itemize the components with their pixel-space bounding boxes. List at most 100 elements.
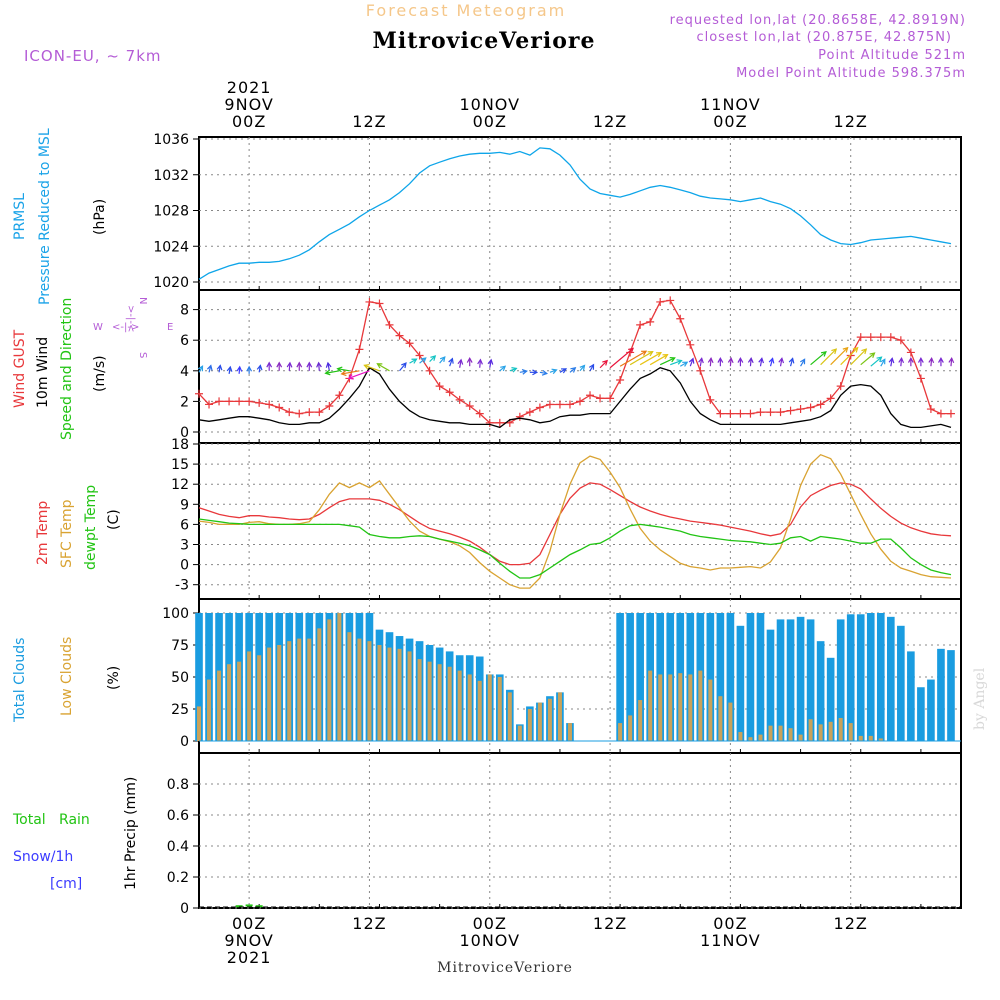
wind-arrow-head (647, 351, 654, 357)
time-label: 10NOV (459, 95, 520, 114)
gust-point (515, 412, 524, 421)
wind-arrow-head (861, 348, 868, 355)
wind-arrow (890, 358, 893, 367)
wind-arrow (639, 352, 662, 366)
low-cloud-bar (838, 717, 843, 741)
low-cloud-bar (547, 698, 552, 741)
gust-point (746, 409, 755, 418)
gust-point (395, 331, 404, 340)
wind-arrow-head (682, 361, 689, 367)
low-cloud-bar (678, 673, 683, 741)
low-cloud-bar (698, 670, 703, 741)
gust-point (926, 405, 935, 414)
wind-arrow-head (457, 358, 464, 365)
wind-arrow-head (551, 368, 558, 375)
wind-arrow (327, 362, 330, 371)
gust-point (275, 403, 284, 412)
y-tick-label: 0 (180, 425, 189, 441)
gust-point (786, 406, 795, 415)
ms-unit: (m/s) (92, 355, 108, 392)
wind-arrow (729, 358, 732, 367)
low-cloud-bar (788, 728, 793, 741)
wind-arrow-head (799, 358, 806, 365)
wind-arrow (449, 358, 453, 367)
wind-arrow (689, 358, 694, 367)
wind-arrow-head (532, 369, 539, 376)
low-cloud-bar (217, 670, 222, 741)
wind-arrow-head (669, 357, 676, 363)
gust-point (576, 397, 584, 406)
wind-arrow-head (688, 357, 695, 364)
pressure-labels: PRMSL Pressure Reduced to MSL (hPa) (12, 128, 108, 305)
wind-arrow-head (363, 363, 370, 370)
gust-point (586, 391, 595, 400)
low-cloud-bar (207, 679, 212, 741)
total-cloud-bar (746, 613, 755, 741)
total-cloud-bar (876, 613, 885, 741)
time-label: 00Z (473, 112, 507, 131)
wind-arrow-head (521, 368, 528, 375)
low-cloud-bar (397, 648, 402, 741)
total-cloud-bar (736, 625, 745, 741)
total-cloud-bar (636, 613, 644, 741)
gust-point (355, 345, 364, 354)
wind-arrow-head (676, 359, 683, 365)
wind-arrow-head (852, 346, 859, 353)
series-line-2m-temp (198, 482, 952, 566)
wind-arrow (860, 352, 875, 366)
wind-gust-label: Wind GUST (12, 329, 28, 408)
low-cloud-bar (347, 632, 352, 741)
wind-arrow (779, 358, 783, 367)
wind-arrow-head (511, 367, 518, 373)
y-tick-label: 3 (180, 538, 189, 554)
low-cloud-bar (497, 677, 502, 741)
low-clouds-label: Low Clouds (59, 637, 75, 716)
wind-arrow (348, 370, 370, 379)
total-clouds-label: Total Clouds (12, 638, 28, 723)
wind-arrow-head (477, 358, 483, 365)
wind-arrow (288, 362, 291, 371)
total-cloud-bar (917, 687, 925, 741)
time-label: 12Z (352, 914, 386, 933)
y-tick-label: 75 (171, 638, 189, 654)
wind-arrow-head (842, 346, 849, 353)
precip-panel: 0 0.2 0.4 0.6 0.8 (167, 752, 962, 917)
low-cloud-bar (818, 724, 823, 741)
low-cloud-bar (227, 664, 232, 741)
gust-point (535, 403, 544, 412)
low-cloud-bar (507, 692, 512, 741)
gust-point (525, 408, 534, 417)
low-cloud-bar (527, 709, 532, 741)
wind-arrow (769, 358, 774, 367)
gust-point (365, 297, 374, 306)
wind-arrow-head (197, 365, 204, 372)
prmsl-label: PRMSL (12, 193, 28, 240)
y-tick-label: 0.8 (167, 777, 189, 793)
gust-point (225, 397, 234, 406)
wind-arrow (419, 357, 427, 364)
percent-unit: (%) (106, 666, 122, 690)
wind-arrow (489, 359, 492, 368)
wind-arrow-head (487, 358, 494, 365)
y-tick-label: 0 (180, 558, 189, 574)
wind-arrow-head (917, 356, 924, 363)
gust-point (616, 375, 625, 384)
gust-point (736, 409, 745, 418)
gust-point (565, 400, 574, 409)
panel-frame (198, 752, 962, 909)
time-label: 00Z (713, 112, 747, 131)
low-cloud-bar (668, 674, 673, 741)
gust-point (906, 348, 915, 357)
wind-arrow (830, 347, 849, 366)
wind-arrow (659, 357, 675, 366)
gust-point (856, 333, 865, 342)
y-tick-label: 2 (180, 394, 189, 410)
location-title: MitroviceVeriore (373, 28, 596, 54)
low-cloud-bar (828, 721, 833, 741)
temp-dewpt-label: dewpt Temp (83, 485, 99, 570)
requested-coords: requested lon,lat (20.8658E, 42.8919N) (670, 13, 966, 28)
low-cloud-bar (517, 725, 522, 741)
wind-arrow (840, 347, 859, 366)
